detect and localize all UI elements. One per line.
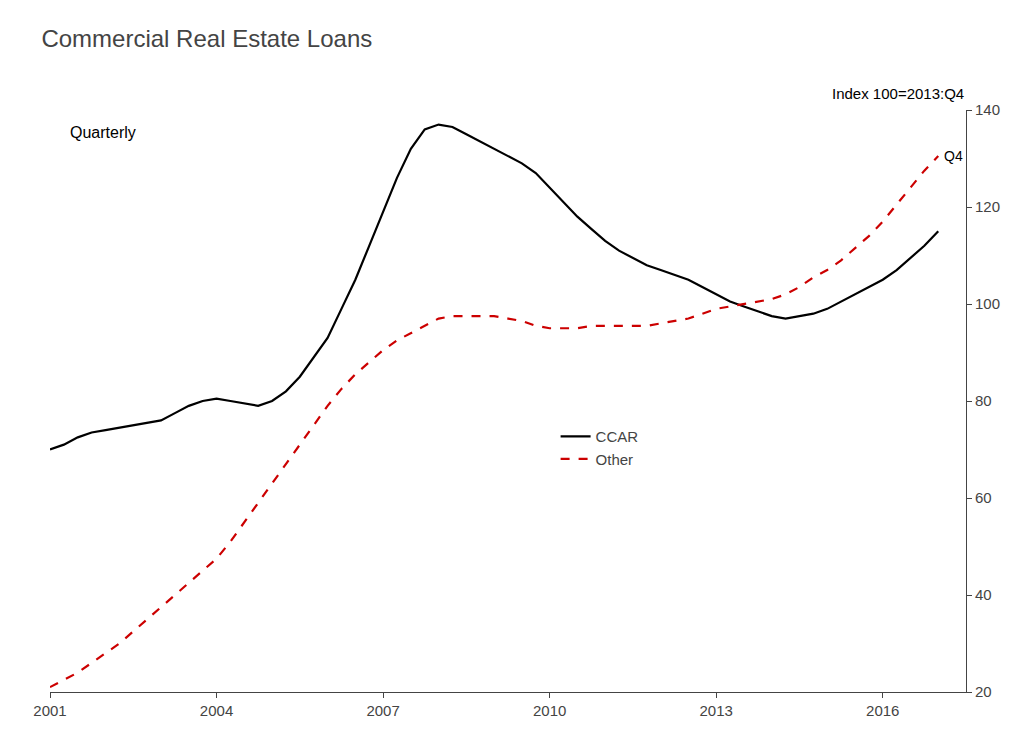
svg-text:Other: Other: [596, 451, 634, 468]
svg-text:2004: 2004: [200, 702, 233, 719]
svg-text:20: 20: [975, 683, 992, 700]
svg-text:Commercial Real Estate Loans: Commercial Real Estate Loans: [41, 25, 372, 52]
svg-text:80: 80: [975, 392, 992, 409]
svg-text:140: 140: [975, 101, 1000, 118]
svg-text:120: 120: [975, 198, 1000, 215]
svg-text:40: 40: [975, 586, 992, 603]
svg-text:2001: 2001: [33, 702, 66, 719]
svg-text:Index 100=2013:Q4: Index 100=2013:Q4: [832, 85, 964, 102]
svg-text:Q4: Q4: [944, 148, 963, 164]
svg-text:Quarterly: Quarterly: [70, 124, 136, 141]
svg-text:60: 60: [975, 489, 992, 506]
svg-text:2016: 2016: [866, 702, 899, 719]
svg-text:100: 100: [975, 295, 1000, 312]
svg-text:2013: 2013: [699, 702, 732, 719]
svg-text:CCAR: CCAR: [596, 428, 639, 445]
svg-text:2007: 2007: [366, 702, 399, 719]
svg-text:2010: 2010: [533, 702, 566, 719]
